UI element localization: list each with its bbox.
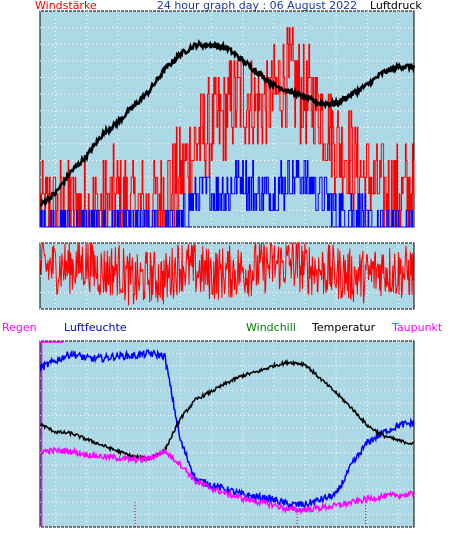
temperatur-label: Temperatur [311, 321, 376, 334]
bot-plot-area [39, 340, 415, 528]
top-pressure-series [39, 39, 416, 208]
top-left-label: Windstärke [35, 0, 97, 12]
dewpoint-line [39, 446, 415, 516]
direction-line [39, 241, 415, 306]
luftfeuchte-label: Luftfeuchte [64, 321, 127, 334]
mid-direction-series [39, 241, 415, 306]
chart-title: 24 hour graph day : 06 August 2022 [157, 0, 357, 12]
windchill-label: Windchill [246, 321, 296, 334]
bottom-panel: Regen Luftfeuchte Windchill Temperatur T… [2, 321, 443, 528]
top-panel: Windstärke 24 hour graph day : 06 August… [35, 0, 422, 228]
taupunkt-label: Taupunkt [391, 321, 443, 334]
bot-series [39, 349, 415, 516]
bot-events [40, 341, 367, 527]
middle-panel [39, 241, 415, 310]
gust-line [40, 160, 414, 228]
temperature-line [39, 358, 415, 462]
top-wind-series [40, 27, 415, 228]
bot-grid [40, 340, 414, 528]
regen-label: Regen [2, 321, 37, 334]
pressure-line [39, 39, 416, 208]
top-right-label: Luftdruck [370, 0, 422, 12]
